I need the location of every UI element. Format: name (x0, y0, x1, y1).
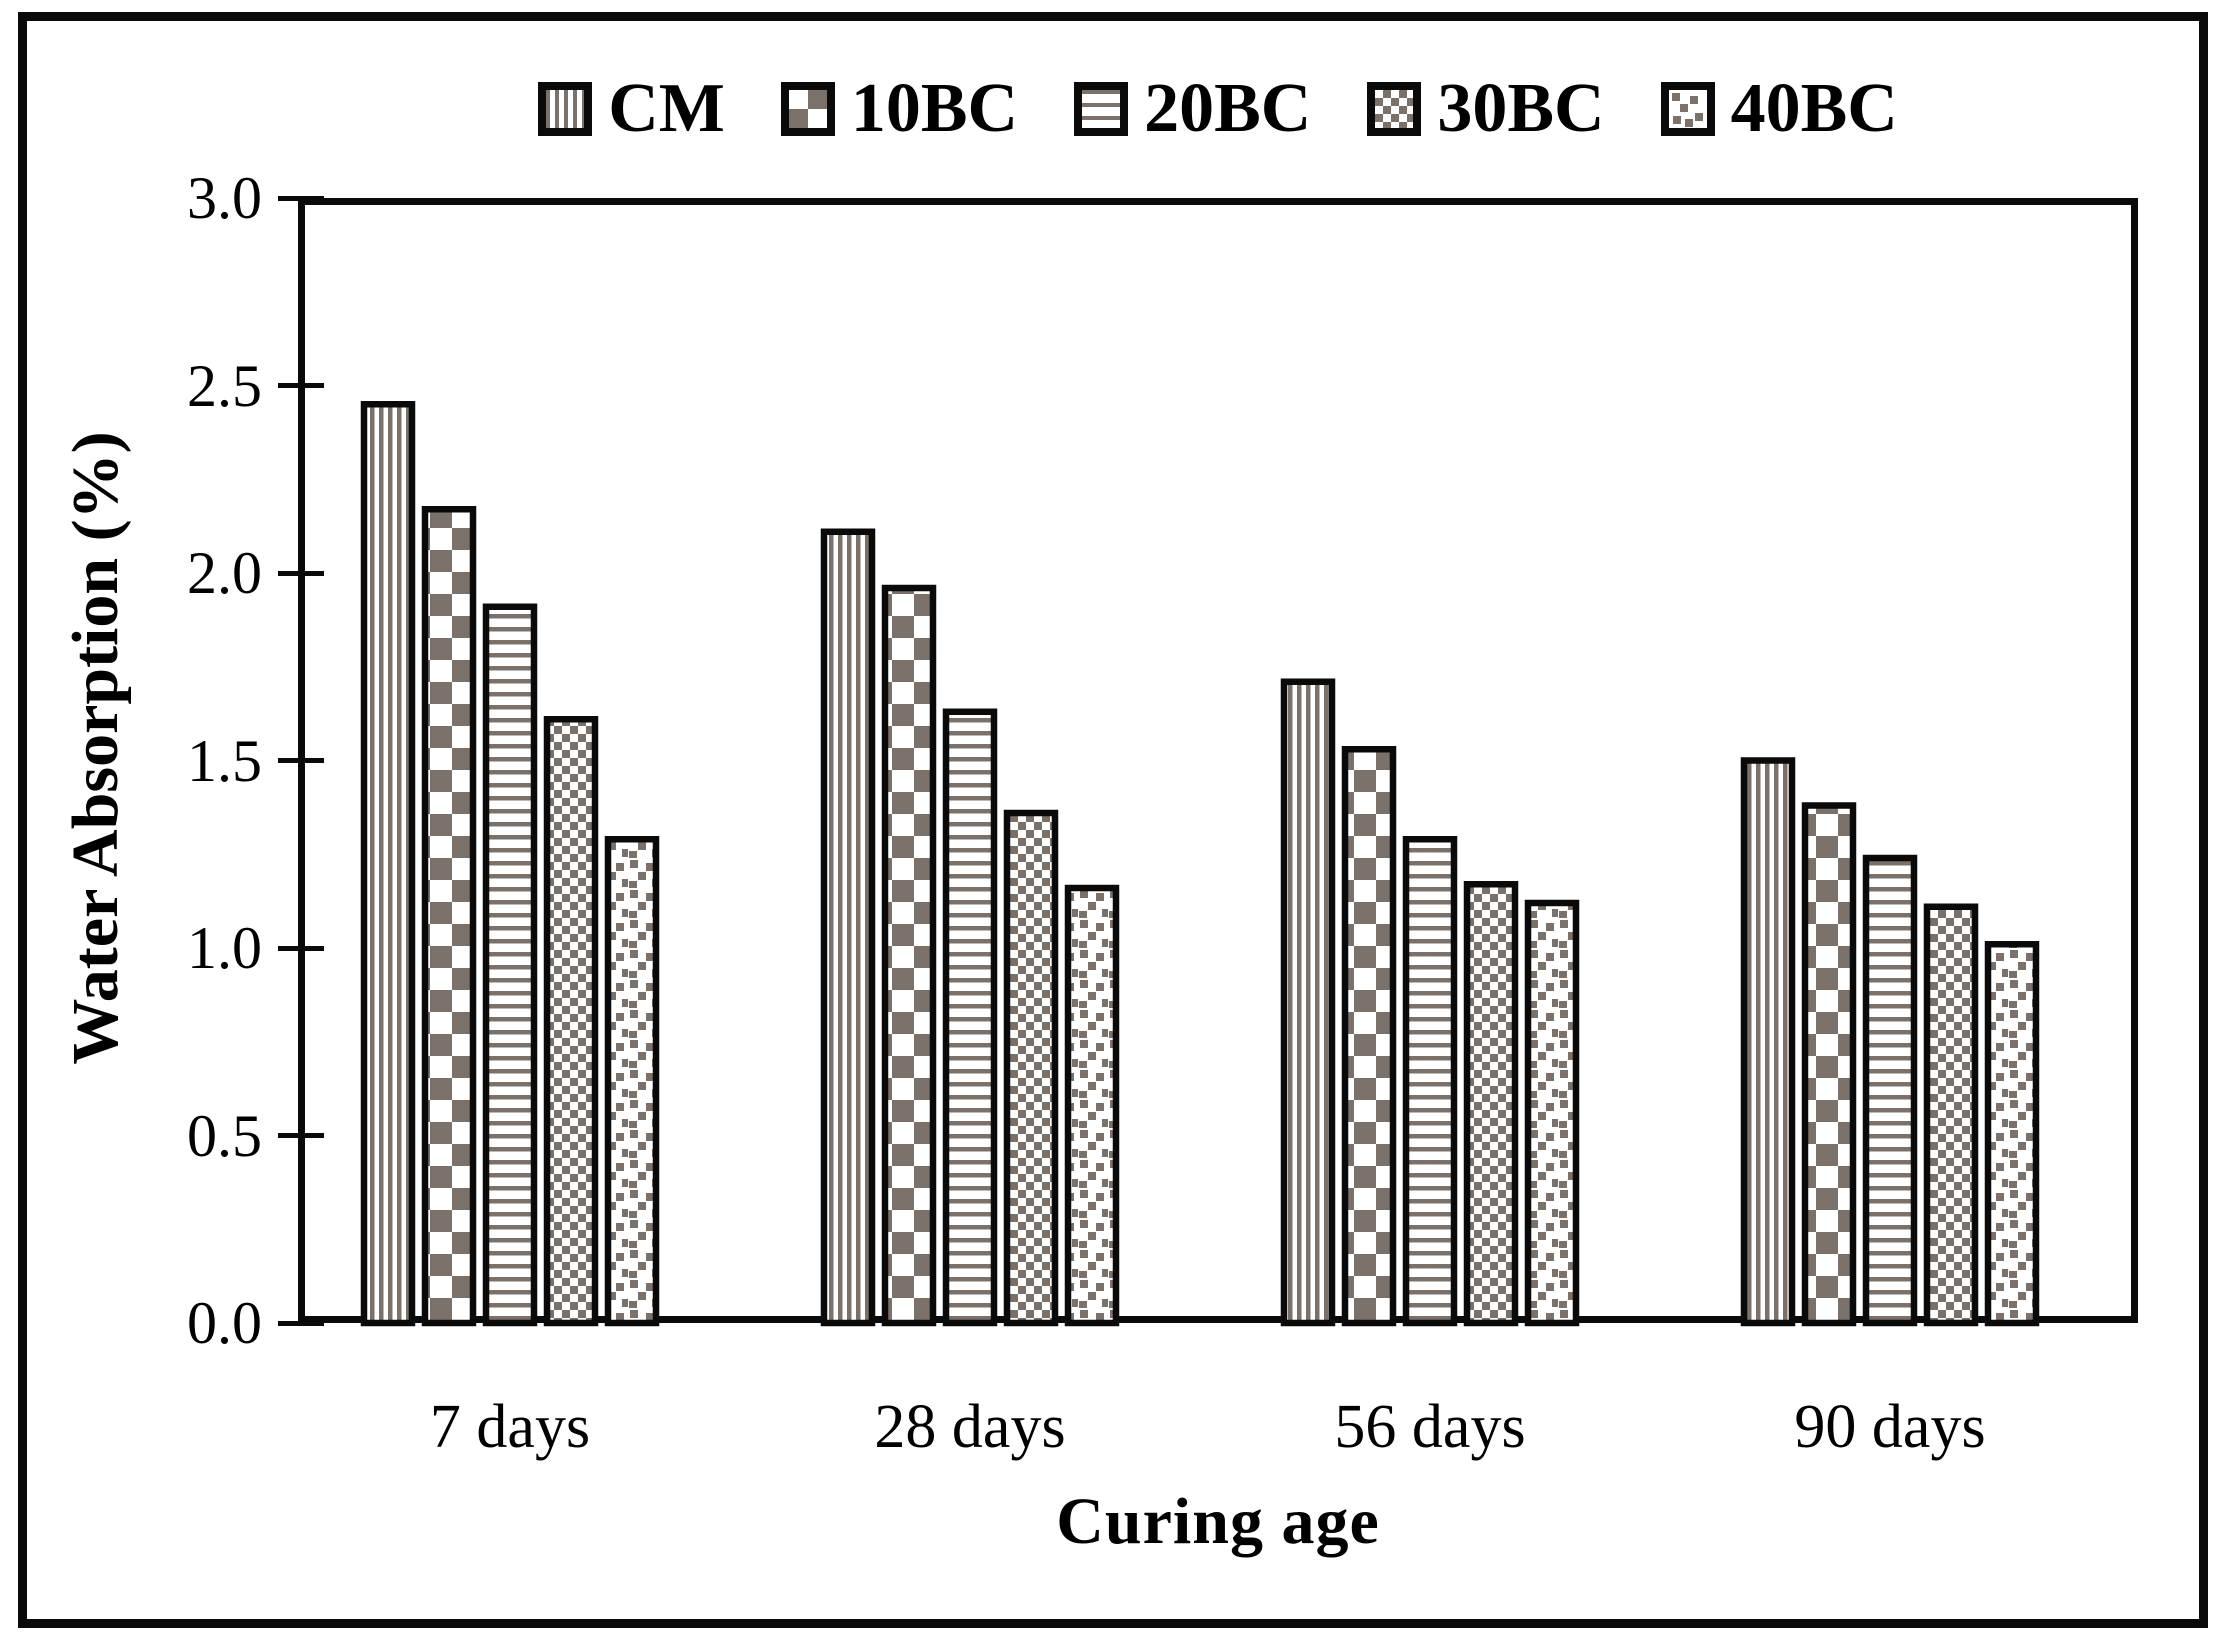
confetti-swatch-icon (1660, 82, 1715, 136)
y-tick-label: 0.0 (187, 1290, 262, 1356)
bar-30BC-7-days (543, 716, 599, 1327)
y-tick-label: 2.0 (187, 540, 262, 606)
legend-item-40bc: 40BC (1660, 70, 1898, 147)
bar-CM-7-days (360, 401, 416, 1327)
bar-40BC-7-days (604, 836, 660, 1327)
bar-10BC-7-days (421, 506, 477, 1327)
bar-CM-90-days (1740, 757, 1796, 1327)
y-tick-mark (278, 758, 324, 763)
legend-label: 40BC (1730, 70, 1898, 147)
bar-40BC-56-days (1524, 899, 1580, 1327)
bar-40BC-90-days (1984, 941, 2040, 1327)
y-tick-mark (278, 1133, 324, 1138)
legend-label: 20BC (1144, 70, 1312, 147)
bar-20BC-90-days (1862, 854, 1918, 1327)
y-tick-mark (278, 945, 324, 951)
legend-label: 10BC (850, 70, 1019, 147)
bar-30BC-90-days (1923, 903, 1979, 1327)
bar-20BC-28-days (942, 708, 998, 1327)
vertical-stripes-swatch-icon (538, 82, 593, 136)
x-tick-label-56-days: 56 days (1334, 1393, 1526, 1461)
bar-CM-56-days (1280, 678, 1336, 1327)
bar-10BC-90-days (1801, 802, 1857, 1327)
fine-checker-swatch-icon (1367, 82, 1422, 136)
x-tick-label-7-days: 7 days (429, 1393, 591, 1461)
x-tick-label-28-days: 28 days (874, 1393, 1066, 1461)
y-tick-label: 0.5 (187, 1102, 262, 1169)
checkerboard-swatch-icon (780, 82, 835, 136)
y-tick-label: 1.0 (187, 915, 262, 981)
y-tick-label: 1.5 (187, 727, 262, 794)
bar-10BC-56-days (1341, 746, 1397, 1327)
bar-10BC-28-days (881, 584, 937, 1327)
legend-item-10bc: 10BC (780, 70, 1019, 147)
bar-chart (360, 401, 2040, 1327)
y-tick-label: 3.0 (187, 165, 262, 231)
legend-label: CM (608, 70, 725, 147)
y-tick-mark (278, 570, 324, 576)
bar-20BC-56-days (1402, 836, 1458, 1327)
x-axis-title: Curing age (1056, 1485, 1380, 1558)
figure-border (18, 12, 2208, 1628)
bar-CM-28-days (820, 528, 876, 1327)
legend-item-cm: CM (538, 74, 725, 144)
y-tick-mark (278, 195, 324, 201)
legend-item-20bc: 20BC (1074, 74, 1311, 144)
bar-30BC-56-days (1463, 881, 1519, 1327)
x-tick-label-90-days: 90 days (1794, 1393, 1986, 1461)
y-tick-mark (278, 1320, 324, 1326)
legend: CM 10BC 20BC 30BC 40BC (298, 74, 2138, 144)
y-tick-label: 2.5 (187, 352, 262, 419)
bar-40BC-28-days (1064, 884, 1120, 1327)
bar-30BC-28-days (1003, 809, 1059, 1327)
bar-20BC-7-days (482, 603, 538, 1327)
horizontal-stripes-swatch-icon (1074, 82, 1129, 136)
legend-item-30bc: 30BC (1367, 70, 1605, 147)
y-tick-mark (278, 383, 324, 388)
legend-label: 30BC (1437, 70, 1605, 147)
